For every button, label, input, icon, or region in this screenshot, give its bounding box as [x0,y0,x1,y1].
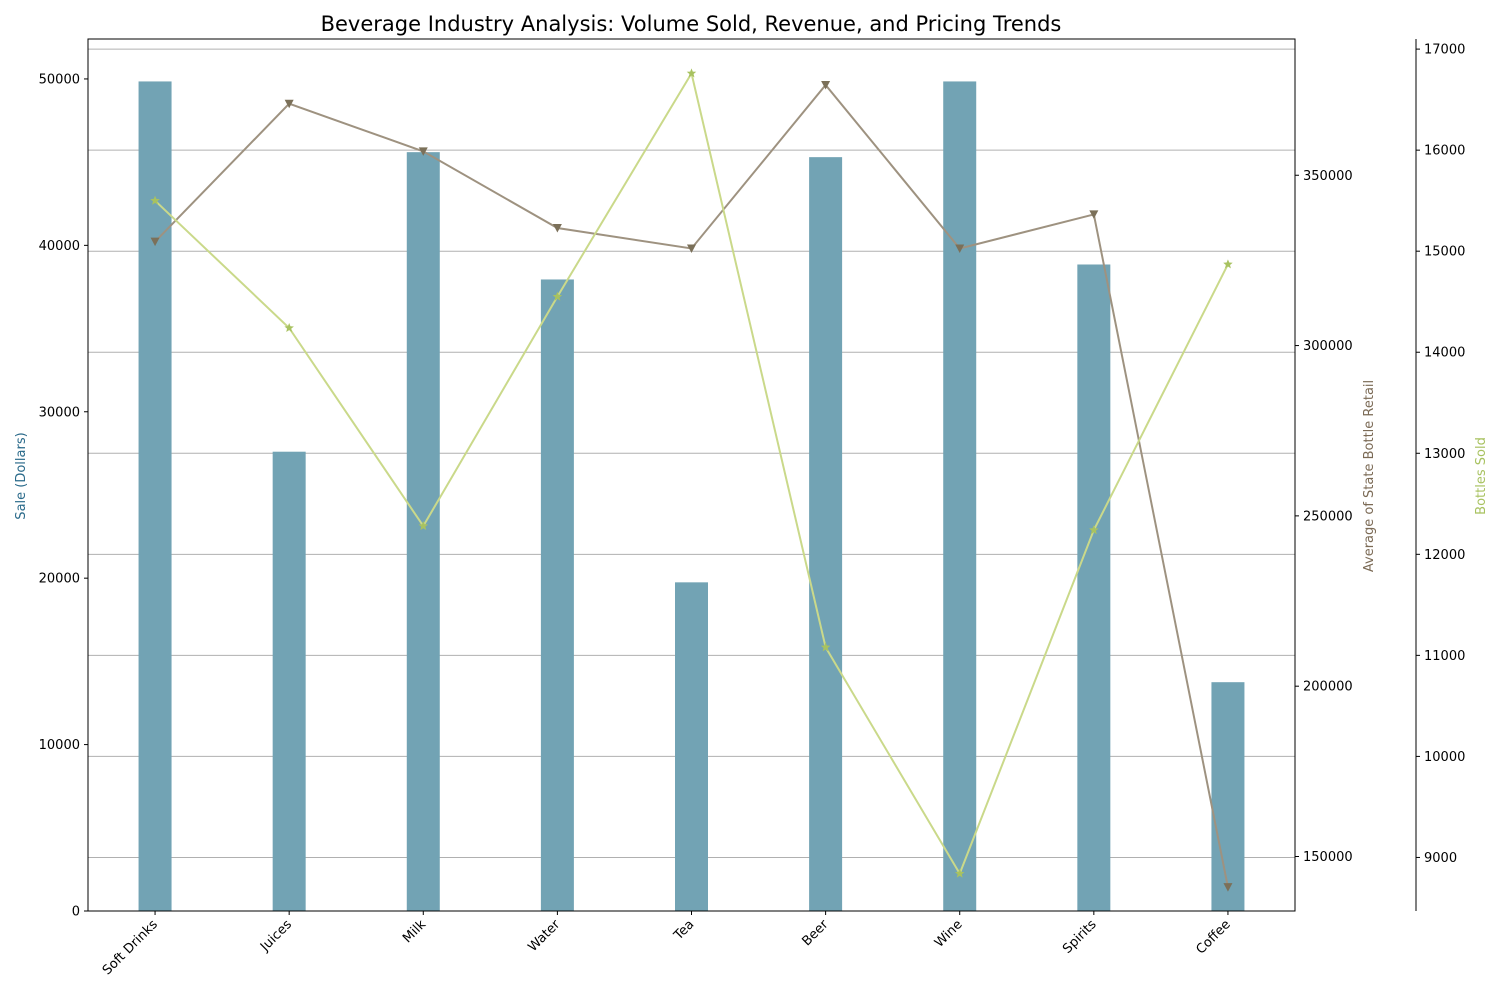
data-point [418,521,429,531]
tick-label: 0 [72,905,80,920]
tick-label: 13000 [1424,447,1465,462]
tick-label: 350000 [1303,169,1353,184]
data-point [686,68,697,78]
tick-label: 30000 [39,405,80,420]
tick-label: 150000 [1303,850,1353,865]
left-axis: 0 10000 20000 30000 40000 50000 [39,72,88,920]
bar [1211,682,1245,911]
retail-line-series [150,80,1233,892]
data-point [150,237,160,247]
data-point [1089,525,1099,535]
data-point [955,244,965,253]
category-label: Water [525,917,563,955]
tick-label: 14000 [1424,346,1465,361]
tick-label: 10000 [1424,750,1465,765]
tick-label: 10000 [39,738,80,753]
right-outer-axis-label: Bottles Sold [1474,437,1489,515]
data-point [687,244,696,253]
tick-label: 15000 [1424,245,1465,260]
bar [675,582,708,911]
data-point [150,195,160,205]
category-label: Juices [257,917,295,955]
data-point [284,322,294,333]
category-label: Wine [932,917,966,951]
tick-label: 40000 [39,239,80,254]
bar [138,81,172,911]
category-label: Soft Drinks [100,917,161,978]
left-axis-label: Sale (Dollars) [14,432,29,519]
data-point [552,224,562,233]
tick-label: 250000 [1303,509,1353,524]
data-point [1223,259,1233,269]
x-axis: Soft Drinks Juices Milk Water Tea Beer Wine Spi… [100,911,1234,978]
chart-title: Beverage Industry Analysis: Volume Sold,… [321,12,1062,36]
bar [809,157,843,912]
tick-label: 16000 [1424,144,1465,159]
bar [943,81,977,911]
data-point [1223,883,1233,892]
tick-label: 50000 [39,72,80,87]
right-axis: 150000 200000 250000 300000 350000 [1295,169,1353,865]
bar [272,451,306,911]
tick-label: 17000 [1424,43,1465,58]
bar [540,279,574,911]
right-outer-axis: 9000 10000 11000 12000 13000 14000 15000 16000 1… [1416,43,1465,866]
data-point [954,868,965,878]
tick-label: 11000 [1424,649,1465,664]
bar-series [138,81,1245,912]
tick-label: 200000 [1303,680,1353,695]
tick-label: 9000 [1424,851,1457,866]
data-point [552,291,563,301]
tick-label: 300000 [1303,339,1353,354]
bottles-line-series [150,68,1233,878]
category-label: Tea [671,917,698,944]
category-label: Coffee [1193,917,1233,957]
category-label: Milk [400,917,429,946]
category-label: Spirits [1060,917,1100,957]
data-point [1089,210,1099,219]
data-point [284,99,294,109]
tick-label: 12000 [1424,548,1465,563]
data-point [821,80,831,90]
tick-label: 20000 [39,572,80,587]
category-label: Beer [799,917,831,949]
bar [1077,264,1111,912]
data-point [820,642,831,652]
bar [406,152,440,912]
right-axis-label: Average of State Bottle Retail [1362,380,1377,572]
data-point [418,147,428,156]
